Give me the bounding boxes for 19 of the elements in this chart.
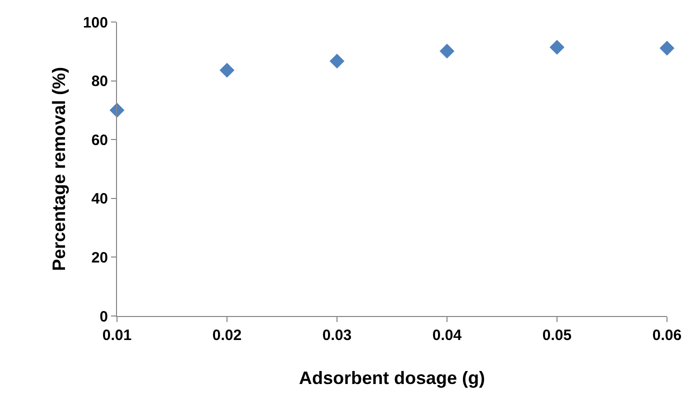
- point: [440, 44, 454, 59]
- y-tick-label: 20: [91, 249, 108, 266]
- y-tick-label: 0: [100, 308, 108, 326]
- point: [220, 62, 234, 78]
- y-tick-label: 40: [91, 190, 108, 208]
- point: [550, 40, 564, 55]
- y-axis-title: Percentage removal (%): [49, 66, 70, 272]
- y-tick-label: 80: [91, 73, 108, 90]
- x-tick-label: 0.04: [432, 327, 462, 344]
- x-tick-label: 0.05: [542, 327, 572, 344]
- x-tick-label: 0.01: [102, 327, 132, 344]
- point: [330, 54, 344, 68]
- y-tick-label: 100: [82, 14, 108, 32]
- x-axis-title: Adsorbent dosage (g): [298, 368, 486, 388]
- x-tick-label: 0.02: [212, 327, 242, 344]
- point: [660, 40, 674, 56]
- x-tick-label: 0.03: [322, 327, 352, 344]
- x-tick-label: 0.06: [652, 327, 682, 344]
- y-tick-label: 60: [91, 132, 108, 149]
